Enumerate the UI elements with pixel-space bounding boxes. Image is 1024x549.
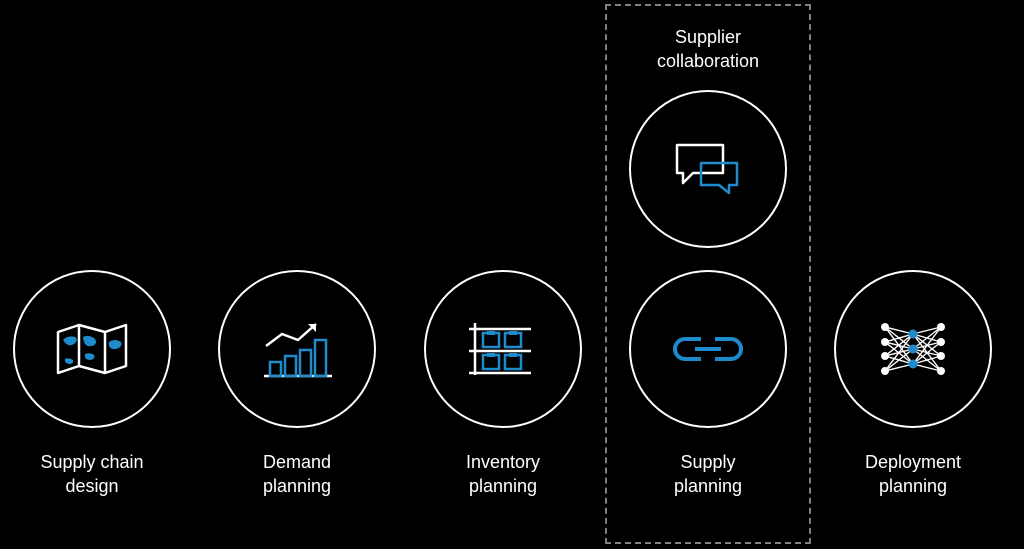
node-supplier-collaboration: Supplier collaboration [629, 25, 787, 248]
node-label-inventory-planning: Inventory planning [466, 450, 540, 499]
node-inventory-planning: Inventory planning [424, 270, 582, 499]
node-label-supply-chain-design: Supply chain design [40, 450, 143, 499]
node-label-deployment-planning: Deployment planning [865, 450, 961, 499]
chat-icon [629, 90, 787, 248]
node-demand-planning: Demand planning [218, 270, 376, 499]
network-icon [834, 270, 992, 428]
node-label-demand-planning: Demand planning [263, 450, 331, 499]
growth-icon [218, 270, 376, 428]
node-label-supplier-collaboration: Supplier collaboration [657, 25, 759, 74]
link-icon [629, 270, 787, 428]
node-supply-planning: Supply planning [629, 270, 787, 499]
node-deployment-planning: Deployment planning [834, 270, 992, 499]
warehouse-icon [424, 270, 582, 428]
map-icon [13, 270, 171, 428]
node-label-supply-planning: Supply planning [674, 450, 742, 499]
node-supply-chain-design: Supply chain design [13, 270, 171, 499]
